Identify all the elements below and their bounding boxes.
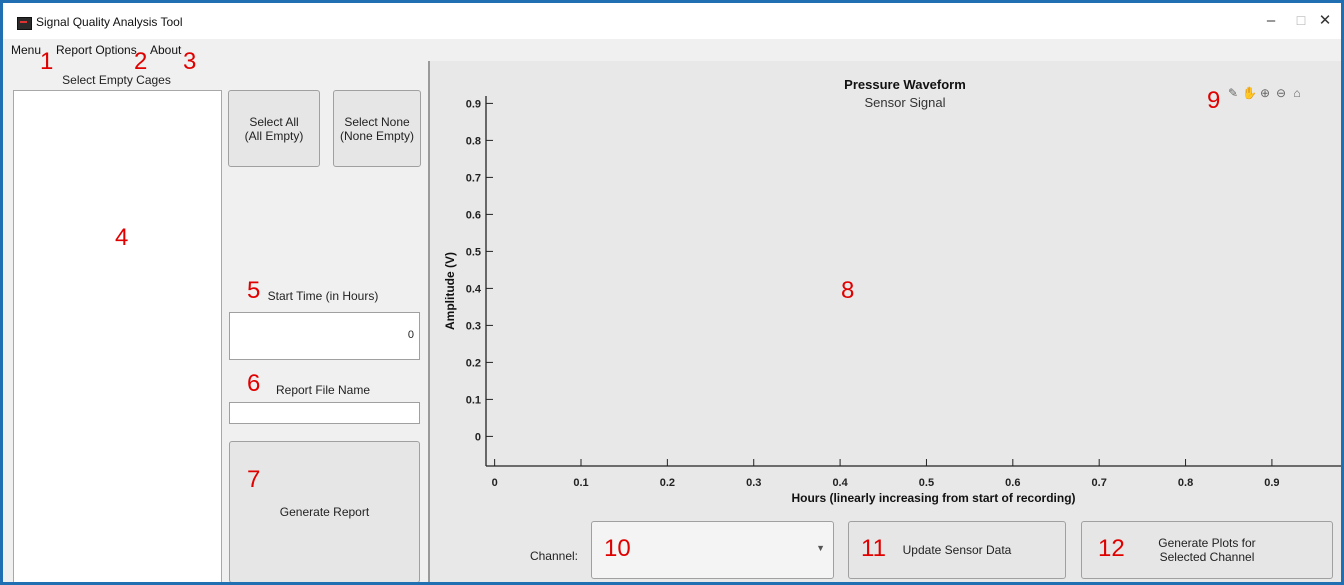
callout-1: 1 [40,48,54,75]
window-title: Signal Quality Analysis Tool [36,15,183,29]
plot-area[interactable]: 0 0.1 0.2 0.3 0.4 0.5 0.6 0.7 0.8 0.9 0 0.1 0.2 0.3 0.… [430,61,1341,516]
y-tick-label: 0 [475,431,481,443]
zoom-in-icon[interactable]: ⊕ [1259,86,1271,100]
x-axis-title: Hours (linearly increasing from start of… [791,491,1075,505]
x-tick-label: 0.1 [573,477,588,489]
start-time-input[interactable]: 0 [229,312,420,360]
y-tick-label: 0.8 [466,135,481,147]
y-tick-label: 0.1 [466,394,481,406]
panel-divider[interactable] [428,61,430,582]
y-axis-title: Amplitude (V) [443,252,457,330]
export-icon[interactable]: ✎ [1227,86,1239,100]
update-sensor-data-button[interactable]: Update Sensor Data [848,521,1066,579]
channel-dropdown[interactable]: ▼ [591,521,834,579]
x-tick-label: 0.6 [1005,477,1020,489]
close-button[interactable]: ✕ [1318,12,1332,29]
menu-item-about[interactable]: About [150,43,182,57]
title-bar: Signal Quality Analysis Tool – ☐ ✕ [3,3,1341,39]
y-tick-label: 0.7 [466,172,481,184]
callout-4: 4 [115,224,129,251]
callout-9: 9 [1207,87,1221,114]
y-tick-label: 0.5 [466,246,481,258]
y-tick-label: 0.9 [466,98,481,110]
chart-title: Pressure Waveform [844,77,966,92]
chart-subtitle: Sensor Signal [864,95,946,110]
app-window: Signal Quality Analysis Tool – ☐ ✕ Menu … [3,3,1341,582]
callout-10: 10 [604,535,631,562]
app-icon [17,17,32,30]
start-time-label: Start Time (in Hours) [267,289,379,303]
start-time-value: 0 [407,329,414,341]
menu-bar: Menu Report Options About [3,39,1341,62]
report-file-label: Report File Name [275,383,371,397]
callout-2: 2 [134,48,148,75]
menu-item-report-options[interactable]: Report Options [56,43,137,57]
select-none-button[interactable]: Select None (None Empty) [333,90,421,167]
zoom-out-icon[interactable]: ⊖ [1275,86,1287,100]
cages-label: Select Empty Cages [62,73,171,87]
x-tick-label: 0.9 [1264,477,1279,489]
channel-label: Channel: [529,549,578,563]
chevron-down-icon: ▼ [816,543,825,553]
x-tick-label: 0.5 [919,477,934,489]
callout-11: 11 [861,535,886,562]
callout-8: 8 [841,277,855,304]
y-tick-label: 0.3 [466,320,481,332]
minimize-button[interactable]: – [1266,12,1276,29]
x-tick-label: 0.4 [832,477,848,489]
home-icon[interactable]: ⌂ [1293,86,1301,100]
x-tick-label: 0.7 [1092,477,1107,489]
plot-panel: Pressure Waveform Sensor Signal ✎ ✋ ⊕ ⊖ … [430,61,1341,582]
x-tick-label: 0.3 [746,477,761,489]
y-tick-label: 0.4 [466,283,482,295]
cage-listbox[interactable] [13,90,222,582]
callout-6: 6 [247,370,261,397]
x-tick-label: 0.2 [660,477,675,489]
maximize-button[interactable]: ☐ [1295,14,1307,28]
callout-5: 5 [247,277,261,304]
pan-icon[interactable]: ✋ [1242,86,1257,100]
left-panel: Select Empty Cages Select All (All Empty… [3,61,429,582]
x-tick-label: 0.8 [1178,477,1193,489]
menu-item-menu[interactable]: Menu [11,43,42,57]
callout-7: 7 [247,466,261,493]
y-tick-label: 0.2 [466,357,481,369]
generate-report-button[interactable]: Generate Report [229,441,420,582]
report-file-input[interactable] [229,402,420,424]
callout-12: 12 [1098,535,1125,562]
x-tick-label: 0 [492,477,498,489]
callout-3: 3 [183,48,197,75]
y-tick-label: 0.6 [466,209,481,221]
generate-plots-button[interactable]: Generate Plots for Selected Channel [1081,521,1333,579]
select-all-button[interactable]: Select All (All Empty) [228,90,320,167]
